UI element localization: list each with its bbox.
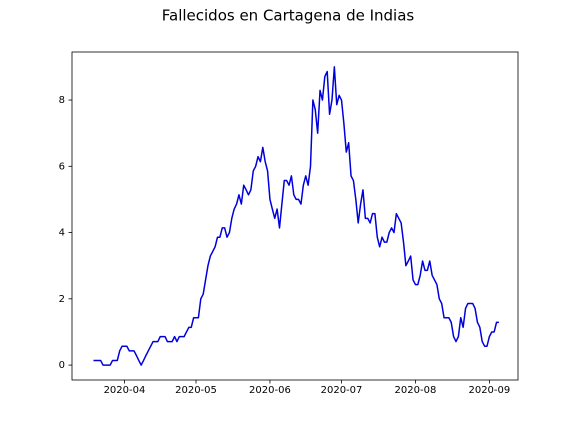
y-tick-label: 2 xyxy=(59,294,65,305)
x-tick-label: 2020-07 xyxy=(321,385,363,396)
x-tick-label: 2020-06 xyxy=(249,385,291,396)
chart-title: Fallecidos en Cartagena de Indias xyxy=(162,7,415,25)
y-tick-label: 4 xyxy=(59,228,65,239)
x-tick-label: 2020-04 xyxy=(104,385,146,396)
y-tick-label: 0 xyxy=(59,360,65,371)
x-tick-label: 2020-05 xyxy=(175,385,217,396)
x-tick-label: 2020-09 xyxy=(468,385,510,396)
y-tick-label: 6 xyxy=(59,161,65,172)
x-tick-label: 2020-08 xyxy=(395,385,437,396)
y-tick-label: 8 xyxy=(59,95,65,106)
axes-frame xyxy=(71,51,519,381)
data-line xyxy=(93,66,499,366)
